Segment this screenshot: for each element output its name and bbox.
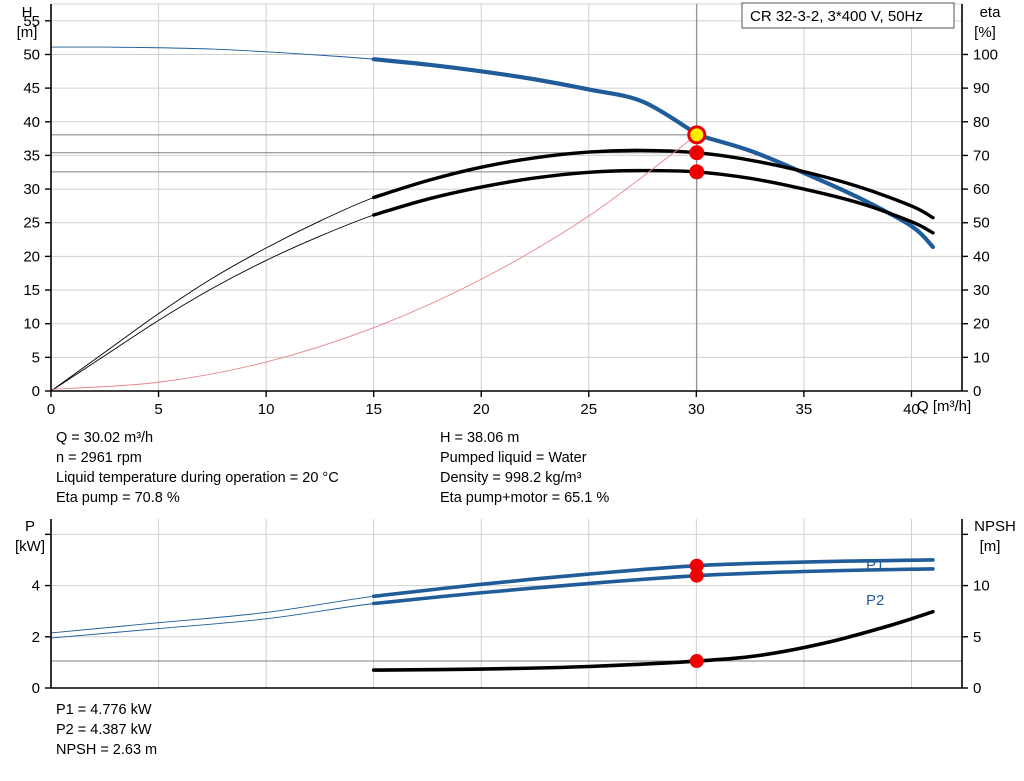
y2-tick-label: 70 <box>973 147 990 164</box>
x-tick-label: 35 <box>796 401 813 418</box>
info-density: Density = 998.2 kg/m³ <box>440 470 582 486</box>
y-tick-label: 20 <box>23 248 40 265</box>
operating-point-left-column: Q = 30.02 m³/h n = 2961 rpm Liquid tempe… <box>56 428 339 508</box>
result-p2: P2 = 4.387 kW <box>56 722 152 738</box>
chart-title-box: CR 32-3-2, 3*400 V, 50Hz <box>741 2 955 29</box>
curve-duty-system-curve <box>50 134 698 390</box>
bottom-chart-gridlines <box>51 519 962 689</box>
power-results-block: P1 = 4.776 kW P2 = 4.387 kW NPSH = 2.63 … <box>56 700 157 760</box>
x-tick-label: 25 <box>580 401 597 418</box>
curve-p2 <box>50 568 933 639</box>
y2-tick-label: 60 <box>973 181 990 198</box>
operating-point-eta-pump-motor-marker[interactable] <box>689 164 705 180</box>
bottom-right-axis-title-line2: [m] <box>980 538 1001 555</box>
top-right-axis-title-line2: [%] <box>974 24 996 41</box>
x-tick-label: 0 <box>47 401 55 418</box>
top-left-axis-title-line2: [m] <box>17 24 38 41</box>
info-eta-pump: Eta pump = 70.8 % <box>56 490 180 506</box>
y2-tick-label: 80 <box>973 114 990 131</box>
head-efficiency-chart: 0 5 10 15 20 25 30 35 40 45 50 55 0 10 20 30 40 50 60 70 80 9… <box>17 2 1002 418</box>
y2-tick-label: 50 <box>973 215 990 232</box>
info-eta-pump-motor: Eta pump+motor = 65.1 % <box>440 490 610 506</box>
top-left-axis-title-line1: H <box>22 4 33 21</box>
y2-tick-label: 5 <box>973 629 981 646</box>
bottom-chart-operating-markers <box>689 558 704 669</box>
top-chart-axes <box>45 4 968 397</box>
info-temp: Liquid temperature during operation = 20… <box>56 470 339 486</box>
operating-point-eta-pump-marker[interactable] <box>689 145 705 161</box>
top-chart-gridlines <box>51 3 962 392</box>
chart-title-label: CR 32-3-2, 3*400 V, 50Hz <box>750 8 923 25</box>
top-right-axis-title-line1: eta <box>980 4 1002 21</box>
operating-point-head-marker[interactable] <box>687 125 707 145</box>
y2-tick-label: 0 <box>973 680 981 695</box>
y-tick-label: 4 <box>32 578 40 595</box>
y-tick-label: 30 <box>23 181 40 198</box>
head-efficiency-svg: 0510152025303540455055010203040506070809… <box>17 2 1002 418</box>
y-tick-label: 10 <box>23 316 40 333</box>
power-npsh-svg: 0 2 4 0 5 10 P [kW] NPSH [m] P1 P2 <box>15 518 1016 695</box>
y-tick-label: 40 <box>23 114 40 131</box>
y-tick-label: 55 <box>23 13 40 30</box>
top-x-axis-title: Q [m³/h] <box>917 398 971 415</box>
y-tick-label: 0 <box>32 383 40 400</box>
y2-tick-label: 30 <box>973 282 990 299</box>
y2-tick-label: 10 <box>973 578 990 595</box>
y-tick-label: 2 <box>32 629 40 646</box>
top-chart-curves <box>50 46 936 392</box>
x-tick-label: 30 <box>688 401 705 418</box>
top-chart-tick-labels: 0510152025303540455055010203040506070809… <box>23 13 998 418</box>
x-tick-label: 40 <box>903 401 920 418</box>
y2-tick-label: 100 <box>973 46 998 63</box>
y-tick-label: 0 <box>32 680 40 695</box>
y-tick-label: 45 <box>23 80 40 97</box>
curve-duty-eta-pump <box>371 148 935 220</box>
curve-duty-npsh <box>371 609 935 672</box>
bottom-left-axis-title-line2: [kW] <box>15 538 45 555</box>
bottom-left-axis-title-line1: P <box>25 518 35 535</box>
y2-tick-label: 40 <box>973 248 990 265</box>
y-tick-label: 35 <box>23 147 40 164</box>
y2-tick-label: 90 <box>973 80 990 97</box>
bottom-chart-tick-labels: 0 2 4 0 5 10 <box>32 578 990 695</box>
info-h: H = 38.06 m <box>440 430 520 446</box>
y-tick-label: 5 <box>32 349 40 366</box>
bottom-right-axis-title-line1: NPSH <box>974 518 1016 535</box>
operating-point-npsh-marker[interactable] <box>689 654 704 669</box>
bottom-chart-curves <box>50 558 935 672</box>
top-chart-operating-markers <box>687 125 707 180</box>
x-tick-label: 15 <box>365 401 382 418</box>
x-tick-label: 10 <box>258 401 275 418</box>
y2-tick-label: 0 <box>973 383 981 400</box>
info-q: Q = 30.02 m³/h <box>56 430 154 446</box>
curve-h-head- <box>50 46 934 248</box>
y2-tick-label: 10 <box>973 349 990 366</box>
y-tick-label: 50 <box>23 46 40 63</box>
operating-point-p2-marker[interactable] <box>689 568 704 583</box>
x-tick-label: 20 <box>473 401 490 418</box>
info-liquid: Pumped liquid = Water <box>440 450 587 466</box>
series-label-p2: P2 <box>866 592 884 609</box>
x-tick-label: 5 <box>154 401 162 418</box>
y-tick-label: 25 <box>23 215 40 232</box>
power-npsh-chart: 0 2 4 0 5 10 P [kW] NPSH [m] P1 P2 <box>0 515 1024 695</box>
result-npsh: NPSH = 2.63 m <box>56 742 158 758</box>
curve-duty-eta-pump-motor <box>371 168 935 235</box>
curve-eta-pump-motor <box>50 170 934 392</box>
series-label-p1: P1 <box>866 557 884 574</box>
operating-point-p1-marker[interactable] <box>689 558 704 573</box>
result-p1: P1 = 4.776 kW <box>56 702 152 718</box>
bottom-chart-axes <box>45 519 968 689</box>
y-tick-label: 15 <box>23 282 40 299</box>
y2-tick-label: 20 <box>973 316 990 333</box>
operating-point-right-column: H = 38.06 m Pumped liquid = Water Densit… <box>440 428 609 508</box>
info-n: n = 2961 rpm <box>56 450 142 466</box>
